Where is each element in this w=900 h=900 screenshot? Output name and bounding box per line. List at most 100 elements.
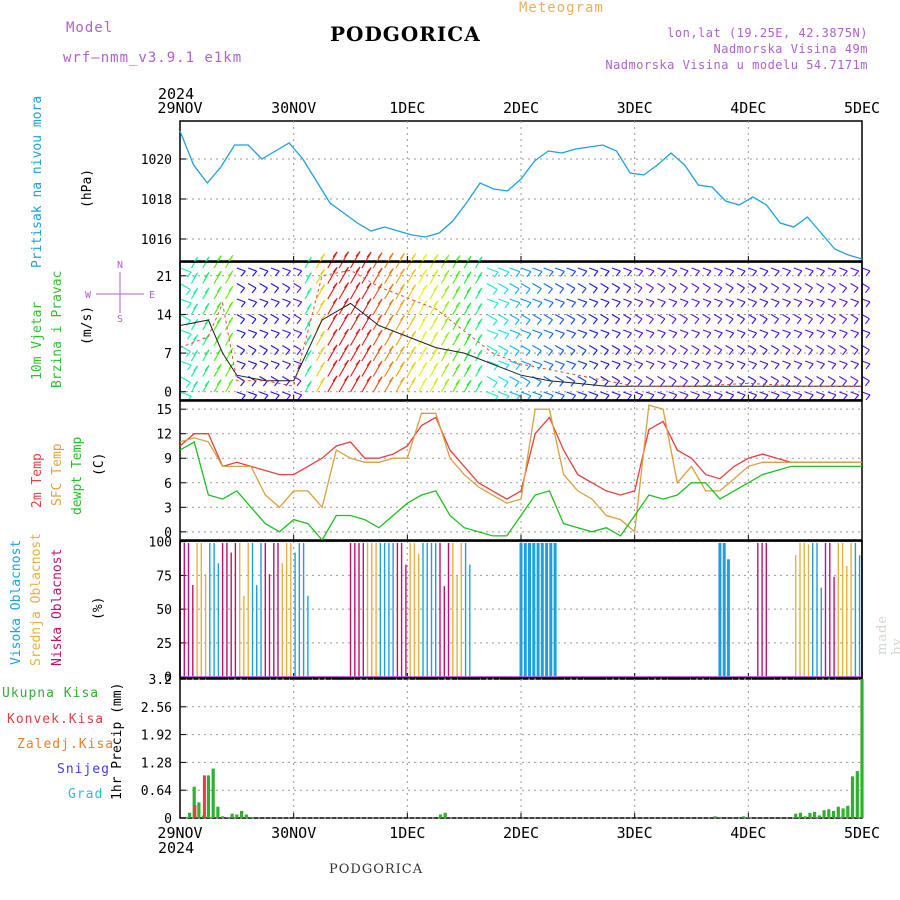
wind-barb-flag [637,349,643,356]
wind-barb-flag [865,270,871,277]
wind-barb [657,329,666,334]
wind-barb-flag [854,332,860,339]
wind-barb [861,267,871,272]
wind-barb [532,360,543,366]
wind-barb-flag [593,363,599,370]
wind-barb-flag [740,394,746,401]
wind-barb [725,391,734,396]
wind-barb [577,267,587,272]
total-rain-bar [808,812,812,818]
wind-barb-flag [672,363,678,370]
wind-barb [782,267,791,272]
wind-barb-flag [672,394,678,401]
wind-barb [486,329,499,335]
wind-barb-flag [695,363,700,370]
wind-barb-flag [671,287,677,294]
wind-barb-flag [649,394,655,401]
wind-barb-flag [240,287,246,294]
wind-barb-flag [525,381,531,388]
model-altitude-label: Nadmorska Visina u modelu 54.7171m [605,58,868,72]
wind-barb-flag [752,301,758,308]
panel-frame [179,120,863,262]
wind-barb-flag [751,287,757,294]
wind-barb [839,283,847,289]
wind-barb [179,376,191,383]
panel-frame [179,261,863,401]
bottom-year-label: 2024 [158,839,194,857]
wind-barb [827,391,837,396]
wind-barb-flag [638,301,644,308]
wind-barb-flag [366,251,372,258]
wind-barb [611,283,620,289]
wind-barb-flag [399,361,405,368]
wind-barb-flag [306,365,312,372]
top-tick-label: 5DEC [844,99,880,117]
wind-barb [759,283,768,289]
wind-barb-flag [399,377,405,383]
total-rain-bar [803,816,807,818]
wind-barb-flag [774,301,780,308]
wind-barb-flag [274,394,280,401]
wind-barb-flag [274,301,280,308]
wind-barb [736,329,746,334]
wind-barb-flag [831,363,837,370]
wind-barb-flag [252,332,258,339]
wind-barb-flag [204,349,210,356]
wind-barb [770,376,779,382]
wind-barb [623,283,632,289]
wind-barb-flag [466,255,472,262]
wind-barb-flag [660,287,666,294]
wind-barb [816,329,825,334]
wind-barb-flag [526,302,532,308]
wind-barb-flag [477,349,483,356]
wind-barb-flag [296,380,302,387]
wind-barb-flag [548,271,554,277]
wind-barb [782,360,791,365]
wind-barb [588,283,598,289]
wind-barb [634,283,643,289]
wind-barb-flag [626,349,632,356]
wind-barb-flag [751,349,757,356]
wind-barb [793,360,802,365]
wind-barb-flag [820,270,825,277]
wind-barb [293,314,302,320]
wind-barb-flag [786,394,791,401]
wind-barb-flag [355,282,361,288]
wind-barb-flag [228,348,234,354]
wind-barb [702,376,711,382]
wind-barb [679,360,689,365]
wind-barb [657,376,666,382]
wind-barb-flag [186,302,192,309]
wind-barb-flag [808,349,813,356]
wind-barb-flag [193,272,199,279]
wind-barb-flag [785,287,791,294]
wind-barb [861,376,870,382]
wind-barb-flag [377,360,383,367]
wind-barb-flag [559,302,565,308]
wind-barb [713,376,722,382]
wind-barb [248,267,257,272]
wind-barb [839,345,847,351]
total-rain-bar [850,776,855,818]
wind-barb-flag [320,377,326,384]
total-rain-bar [230,813,234,818]
wind-barb [520,267,532,273]
wind-barb [861,283,870,289]
wind-barb-flag [604,363,610,370]
wind-barb-flag [306,380,312,387]
wind-barb-flag [762,349,768,356]
wind-barb [236,360,246,365]
wind-barb-flag [263,270,269,277]
wind-barb-flag [797,270,803,277]
bottom-tick-label: 4DEC [730,824,766,842]
wind-barb [679,391,689,396]
wind-barb-flag [411,330,417,337]
wind-barb-flag [627,394,632,401]
wind-barb-flag [854,301,860,308]
wind-barb [668,391,677,396]
wind-barb [793,314,802,320]
conv-rain-bar [202,775,206,818]
wind-barb-flag [344,251,349,258]
wind-barb-flag [433,285,439,291]
wind-barb-flag [503,381,509,388]
